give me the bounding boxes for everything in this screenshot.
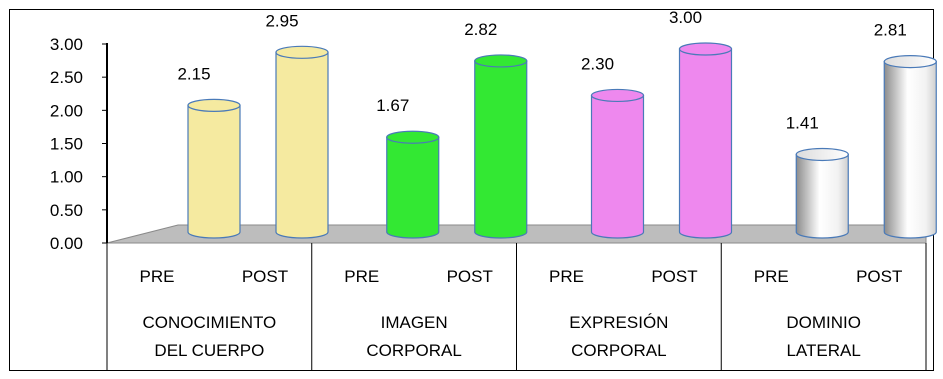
bar-body — [678, 48, 733, 239]
bar-top — [275, 45, 329, 59]
category-label: POST — [242, 267, 288, 286]
y-tick-label: 2.00 — [50, 101, 83, 120]
category-label: POST — [447, 267, 493, 286]
group-label: CONOCIMIENTO — [142, 313, 276, 332]
bar-2-post — [474, 54, 528, 239]
data-label: 2.95 — [265, 11, 298, 30]
bar-top — [187, 98, 241, 112]
group-label: DOMINIO — [786, 313, 861, 332]
y-tick-label: 2.50 — [50, 68, 83, 87]
bar-body — [187, 104, 241, 239]
category-label: POST — [856, 267, 902, 286]
category-label: POST — [651, 267, 697, 286]
group-label: CORPORAL — [571, 341, 666, 360]
data-labels: 2.15 2.95 1.67 2.82 2.30 3.00 1.41 2.81 — [177, 8, 906, 132]
bar-body — [590, 94, 645, 239]
bar-top — [474, 54, 528, 68]
data-label: 1.41 — [786, 113, 819, 132]
data-label: 3.00 — [669, 8, 702, 27]
bar-3-post — [678, 42, 733, 239]
bar-top — [678, 42, 733, 56]
bar-top — [590, 88, 645, 103]
category-label: PRE — [140, 267, 175, 286]
group-label: DEL CUERPO — [154, 341, 264, 360]
bar-top — [795, 147, 849, 162]
y-tick-label: 1.50 — [50, 135, 83, 154]
bar-1-post — [275, 45, 329, 239]
bar-body — [386, 136, 440, 239]
category-label: PRE — [549, 267, 584, 286]
bars — [187, 42, 937, 239]
bar-1-pre — [187, 98, 241, 239]
bar-body — [275, 51, 329, 239]
y-axis: 0.00 0.50 1.00 1.50 2.00 2.50 3.00 — [50, 35, 108, 253]
y-tick-label: 0.50 — [50, 201, 83, 220]
bar-body — [795, 153, 849, 239]
data-label: 2.15 — [177, 64, 210, 83]
y-tick-label: 3.00 — [50, 35, 83, 54]
bar-body — [474, 60, 528, 239]
data-label: 2.82 — [464, 20, 497, 39]
bar-3-pre — [590, 88, 645, 239]
data-label: 2.30 — [581, 54, 614, 73]
y-tick-label: 0.00 — [50, 234, 83, 253]
bar-top — [386, 130, 440, 144]
group-label: CORPORAL — [366, 341, 461, 360]
bar-4-post — [883, 55, 937, 239]
bar-4-pre — [795, 147, 849, 239]
group-label: LATERAL — [786, 341, 860, 360]
category-label: PRE — [344, 267, 379, 286]
chart-frame — [9, 9, 934, 371]
category-table: PRE POST CONOCIMIENTO DEL CUERPO PRE POST IMAG… — [106, 243, 927, 371]
group-label: EXPRESIÓN — [569, 313, 668, 332]
bar-top — [883, 55, 937, 69]
data-label: 2.81 — [874, 21, 907, 40]
bar-body — [883, 61, 937, 239]
bar-2-pre — [386, 130, 440, 239]
y-tick-label: 1.00 — [50, 168, 83, 187]
data-label: 1.67 — [376, 96, 409, 115]
group-label: IMAGEN — [381, 313, 448, 332]
category-label: PRE — [754, 267, 789, 286]
